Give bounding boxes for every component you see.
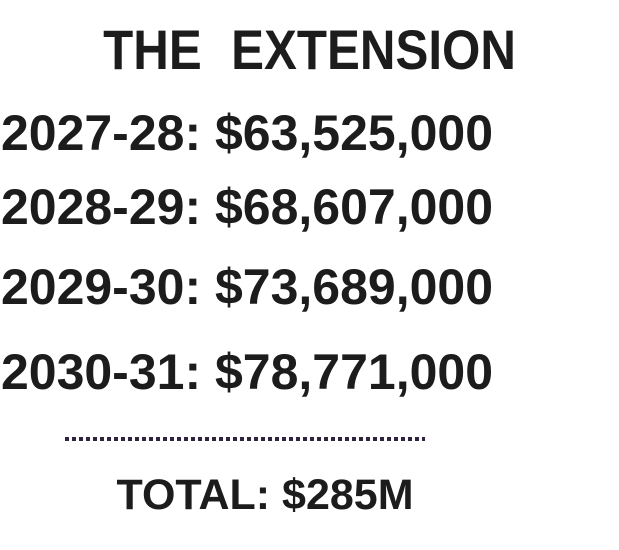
year-amount-row-2027-28: 2027-28: $63,525,000 [0,105,494,161]
page-title-text: THE EXTENSION [103,18,516,81]
page-title: THE EXTENSION [0,22,619,78]
divider-dotted-line [65,437,425,441]
total-line: TOTAL: $285M [116,471,414,519]
year-amount-row-2030-31: 2030-31: $78,771,000 [0,344,494,400]
year-amount-row-2028-29: 2028-29: $68,607,000 [0,179,494,235]
year-amount-row-2029-30: 2029-30: $73,689,000 [0,259,494,315]
